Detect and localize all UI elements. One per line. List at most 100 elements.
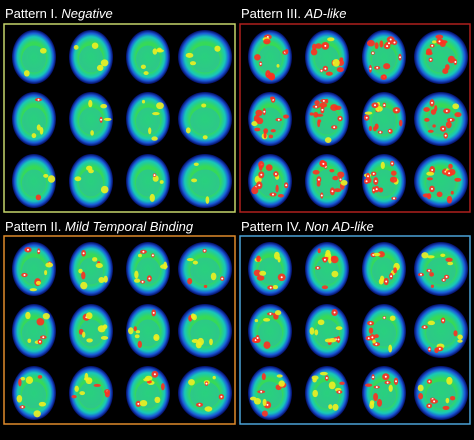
hot-spot: [261, 373, 266, 381]
hot-core: [321, 108, 324, 111]
hot-core: [374, 180, 377, 183]
hot-spot: [332, 403, 339, 411]
hot-core: [449, 118, 452, 121]
hot-spot: [185, 127, 191, 134]
hot-spot: [450, 190, 454, 195]
hot-spot: [372, 339, 376, 344]
hot-core: [277, 118, 280, 121]
hot-core: [393, 41, 396, 44]
hot-spot: [442, 405, 450, 410]
hot-spot: [457, 334, 463, 340]
hot-spot: [427, 320, 436, 326]
hot-core: [285, 184, 288, 187]
hot-core: [448, 172, 451, 175]
hot-spot: [204, 406, 213, 412]
hot-core: [137, 402, 140, 405]
hot-core: [322, 162, 325, 165]
hot-spot: [100, 59, 109, 67]
hot-spot: [95, 263, 103, 269]
scan-inner: [314, 45, 340, 73]
hot-spot: [330, 104, 339, 111]
hot-core: [429, 58, 432, 61]
hot-spot: [258, 163, 263, 171]
hot-spot: [148, 127, 152, 135]
hot-spot: [446, 376, 453, 385]
hot-spot: [134, 334, 140, 339]
hot-spot: [314, 100, 320, 106]
hot-spot: [212, 375, 216, 380]
hot-spot: [365, 383, 373, 387]
hot-spot: [317, 248, 321, 254]
hot-core: [203, 249, 206, 252]
hot-spot: [426, 171, 435, 176]
hot-core: [315, 105, 318, 108]
hot-spot: [379, 40, 384, 48]
hot-spot: [337, 171, 345, 178]
hot-core: [317, 178, 320, 181]
hot-spot: [137, 253, 143, 258]
hot-spot: [276, 63, 280, 68]
hot-spot: [259, 270, 267, 276]
hot-core: [431, 101, 433, 104]
hot-core: [263, 110, 266, 113]
hot-core: [365, 180, 368, 183]
hot-spot: [442, 68, 449, 75]
hot-spot: [368, 125, 373, 132]
hot-core: [339, 178, 342, 181]
hot-spot: [325, 71, 333, 76]
scan-inner: [78, 169, 104, 197]
hot-spot: [272, 284, 279, 290]
hot-spot: [270, 96, 274, 100]
scan-inner: [78, 319, 104, 347]
hot-core: [442, 279, 445, 281]
hot-core: [379, 131, 382, 134]
hot-core: [367, 175, 369, 178]
hot-core: [39, 340, 41, 343]
scan-inner: [190, 169, 220, 197]
hot-spot: [449, 396, 456, 401]
hot-spot: [29, 288, 38, 292]
scan-inner: [21, 45, 47, 73]
hot-spot: [47, 175, 56, 183]
hot-spot: [331, 255, 337, 260]
scan-inner: [371, 319, 397, 347]
hot-spot: [255, 109, 263, 117]
hot-core: [100, 118, 103, 121]
hot-spot: [325, 98, 329, 104]
hot-spot: [275, 184, 279, 193]
hot-spot: [23, 70, 30, 77]
hot-spot: [315, 113, 324, 117]
scan-inner: [78, 381, 104, 409]
scan-inner: [135, 107, 161, 135]
brain-scan: [305, 304, 349, 358]
hot-spot: [161, 383, 165, 391]
hot-spot: [210, 272, 217, 281]
hot-spot: [340, 180, 348, 186]
scan-inner: [257, 319, 283, 347]
hot-spot: [156, 102, 164, 110]
hot-core: [386, 45, 389, 48]
hot-core: [37, 250, 40, 253]
brain-scan: [12, 30, 56, 84]
hot-spot: [453, 330, 458, 337]
hot-spot: [185, 52, 194, 58]
hot-spot: [39, 47, 47, 54]
hot-spot: [373, 252, 381, 257]
hot-core: [369, 322, 372, 325]
panel-title: Pattern III. AD-like: [241, 6, 347, 21]
hot-core: [444, 134, 447, 137]
hot-spot: [37, 375, 43, 379]
hot-spot: [97, 325, 106, 333]
hot-spot: [454, 177, 462, 182]
hot-spot: [151, 136, 158, 141]
hot-spot: [39, 126, 44, 135]
hot-spot: [100, 185, 109, 194]
hot-spot: [250, 396, 257, 401]
hot-core: [388, 130, 391, 132]
hot-spot: [393, 267, 397, 274]
hot-core: [372, 172, 375, 175]
hot-spot: [74, 176, 82, 182]
hot-spot: [254, 127, 261, 132]
hot-spot: [376, 398, 383, 407]
hot-spot: [36, 124, 41, 131]
